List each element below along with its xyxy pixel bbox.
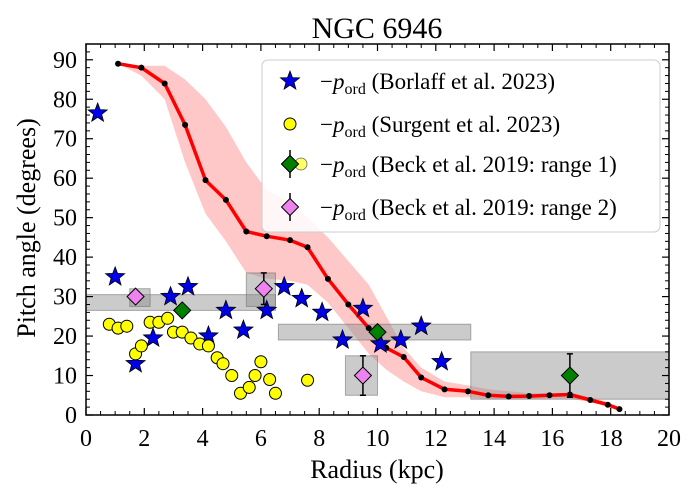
model-line-point [464,388,471,395]
model-line-point [616,406,623,413]
data-point-star [177,275,199,296]
data-point-star [390,328,412,350]
data-point-star [124,352,147,373]
legend: −pord (Borlaff et al. 2023) −pord (Surgen… [261,59,661,233]
x-tick-label: 2 [138,426,150,452]
data-point-circle [161,311,175,325]
data-point-star [256,299,278,320]
x-tick-label: 4 [197,426,209,452]
model-line-point [115,60,122,67]
model-line-point [365,325,372,332]
model-line-point [587,397,594,404]
data-point-circle [248,369,262,383]
legend-marker-diamond [280,154,300,174]
model-line-point [345,301,352,308]
model-line-point [161,80,168,87]
data-point-circle [254,355,268,369]
data-point-star [215,299,237,320]
legend-box [261,59,661,233]
x-tick-label: 20 [657,426,681,452]
y-tick-label: 40 [53,245,77,271]
data-point-star [273,275,295,296]
data-point-circle [201,339,215,353]
data-point-star [331,328,354,350]
data-point-star [431,350,453,371]
y-axis-label: Pitch angle (degrees) [12,118,41,337]
data-point-diamond [254,279,274,298]
data-point-star [232,318,255,340]
data-point-diamond [126,287,145,306]
data-point-circle [216,357,230,371]
model-line-point [546,392,553,399]
x-tick-label: 6 [255,426,267,452]
model-line-point [604,401,611,408]
model-line-point [505,393,512,400]
model-line-point [138,64,145,71]
data-point-star [369,332,392,353]
model-line-point [441,386,448,393]
legend-marker-star [279,69,301,91]
y-tick-label: 60 [53,166,77,192]
data-point-circle [134,339,148,353]
data-point-star [87,101,109,123]
chart-title: NGC 6946 [312,12,443,45]
model-line-point [304,244,311,251]
plot-area [85,60,670,413]
data-point-circle [268,386,282,400]
model-line-point [243,228,250,235]
data-point-star [142,326,164,348]
legend-marker-diamond [280,197,300,217]
model-line-point [324,275,331,282]
x-tick-label: 10 [366,426,390,452]
legend-label: −pord (Beck et al. 2019: range 1) [320,152,617,181]
y-tick-label: 70 [53,127,77,153]
model-line-point [526,393,533,400]
legend-label: −pord (Surgent et al. 2023) [320,112,560,141]
y-tick-label: 90 [53,48,77,74]
legend-label: −pord (Borlaff et al. 2023) [320,69,555,98]
y-tick-label: 80 [53,87,77,113]
legend-marker-circle [283,117,297,131]
axes: 0 2 4 6 8 10 12 14 16 18 20 0 10 20 30 40 50 60 70 80 90 [53,43,681,452]
y-tick-label: 50 [53,206,77,232]
x-tick-label: 14 [482,426,506,452]
data-point-star [410,315,432,336]
x-tick-label: 0 [80,426,92,452]
data-point-star [159,285,182,306]
model-line-point [400,353,407,360]
data-point-circle [225,369,239,383]
model-line-point [287,237,294,244]
y-tick-label: 10 [53,364,77,390]
data-point-circle [263,372,277,386]
data-point-star [104,265,126,286]
x-tick-label: 12 [424,426,448,452]
y-tick-label: 20 [53,324,77,350]
uncertainty-band [118,63,620,411]
model-line-point [485,392,492,399]
data-point-diamond [560,366,580,385]
data-point-circle [301,373,315,387]
data-point-diamond [368,322,387,342]
data-point-circle [242,380,256,394]
data-point-diamond [172,301,192,320]
model-line-point [182,121,189,128]
model-line-point [222,196,229,203]
model-line-point [418,374,425,381]
data-point-star [352,297,374,318]
y-tick-label: 0 [65,403,77,429]
data-point-star [311,301,333,322]
data-point-diamond [353,366,373,385]
legend-label: −pord (Beck et al. 2019: range 2) [320,195,617,224]
x-tick-label: 16 [540,426,564,452]
data-point-star [291,287,313,308]
x-tick-label: 8 [313,426,325,452]
y-tick-label: 30 [53,285,77,311]
x-axis-label: Radius (kpc) [310,455,444,484]
model-line-point [263,233,270,240]
data-point-circle [120,319,134,333]
x-tick-label: 18 [599,426,623,452]
model-line-point [202,177,209,184]
